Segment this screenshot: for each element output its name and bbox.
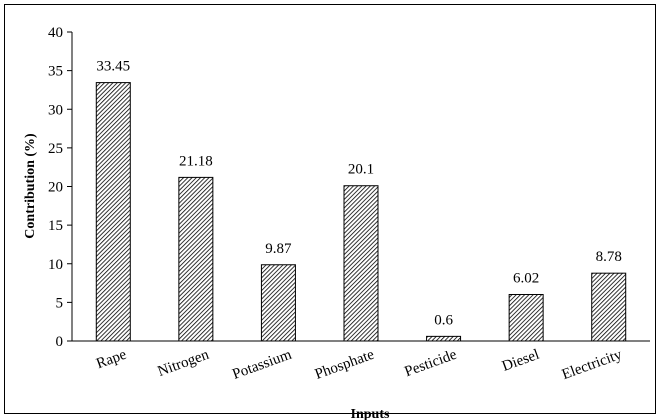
data-label-pesticide: 0.6 <box>434 312 453 328</box>
category-labels: Rape Nitrogen Potassium Phosphate Pesticide D… <box>94 347 624 384</box>
bar-rape <box>95 82 131 342</box>
y-tick-label: 25 <box>48 141 63 157</box>
y-axis: 0 5 10 15 20 25 30 35 40 <box>48 25 73 350</box>
y-tick-label: 35 <box>48 64 63 80</box>
category-label-pesticide: Pesticide <box>403 347 460 381</box>
category-label-rape: Rape <box>94 347 129 373</box>
data-label-potassium: 9.87 <box>265 241 292 257</box>
y-tick-label: 0 <box>56 334 64 350</box>
bar-diesel <box>508 293 544 342</box>
bar-phosphate <box>343 185 379 342</box>
y-tick-label: 5 <box>56 295 64 311</box>
y-tick-label: 20 <box>48 180 63 196</box>
bar-potassium <box>260 264 296 342</box>
bar-pesticide <box>426 335 462 342</box>
category-label-electricity: Electricity <box>560 347 625 384</box>
data-label-nitrogen: 21.18 <box>179 153 213 169</box>
x-axis-title: Inputs <box>351 407 390 420</box>
y-tick-label: 40 <box>48 25 63 41</box>
y-tick-label: 30 <box>48 102 63 118</box>
category-label-phosphate: Phosphate <box>313 347 377 383</box>
data-label-phosphate: 20.1 <box>348 162 374 178</box>
data-label-rape: 33.45 <box>96 59 130 75</box>
category-label-potassium: Potassium <box>230 347 294 383</box>
category-label-nitrogen: Nitrogen <box>156 347 212 380</box>
data-labels: 33.45 21.18 9.87 20.1 0.6 6.02 8.78 <box>96 59 621 329</box>
data-label-diesel: 6.02 <box>513 270 539 286</box>
data-label-electricity: 8.78 <box>596 249 622 265</box>
bar-electricity <box>591 272 627 342</box>
category-label-diesel: Diesel <box>500 347 541 375</box>
bars <box>95 82 627 342</box>
y-axis-title: Contribution (%) <box>23 133 38 239</box>
y-tick-label: 15 <box>48 218 63 234</box>
bar-nitrogen <box>178 176 214 342</box>
y-tick-label: 10 <box>48 257 63 273</box>
